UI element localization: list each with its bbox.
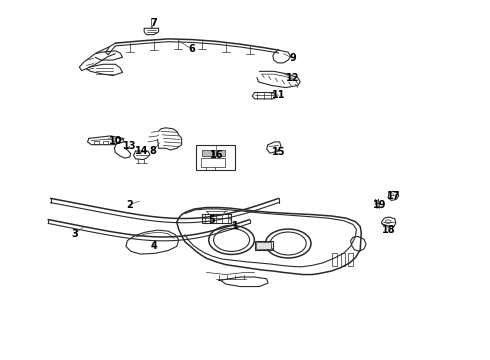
Bar: [196, 145, 235, 170]
Text: 4: 4: [150, 241, 157, 251]
Bar: [341, 253, 345, 266]
Bar: [201, 158, 225, 167]
Bar: [255, 241, 273, 250]
Text: 16: 16: [209, 150, 223, 160]
Text: 3: 3: [71, 229, 78, 239]
Text: 9: 9: [290, 53, 296, 63]
Text: 14: 14: [135, 146, 148, 156]
Bar: [103, 141, 108, 144]
Bar: [332, 253, 337, 266]
Text: 5: 5: [208, 215, 215, 225]
Text: 8: 8: [149, 146, 156, 156]
Text: 15: 15: [272, 147, 285, 157]
Text: 2: 2: [126, 200, 133, 210]
Text: 12: 12: [286, 73, 300, 83]
Bar: [348, 253, 353, 266]
Text: 6: 6: [189, 45, 196, 54]
Text: 1: 1: [232, 221, 239, 231]
Bar: [256, 242, 271, 249]
Bar: [202, 150, 212, 156]
Text: 18: 18: [382, 225, 396, 235]
Text: 11: 11: [272, 90, 285, 100]
Bar: [214, 150, 225, 156]
Bar: [112, 141, 116, 144]
Text: 10: 10: [109, 136, 122, 146]
Text: 7: 7: [150, 18, 157, 28]
Text: 19: 19: [373, 200, 386, 210]
Text: 17: 17: [387, 191, 401, 201]
Bar: [202, 214, 231, 223]
Text: 13: 13: [123, 141, 137, 152]
Bar: [94, 141, 99, 144]
